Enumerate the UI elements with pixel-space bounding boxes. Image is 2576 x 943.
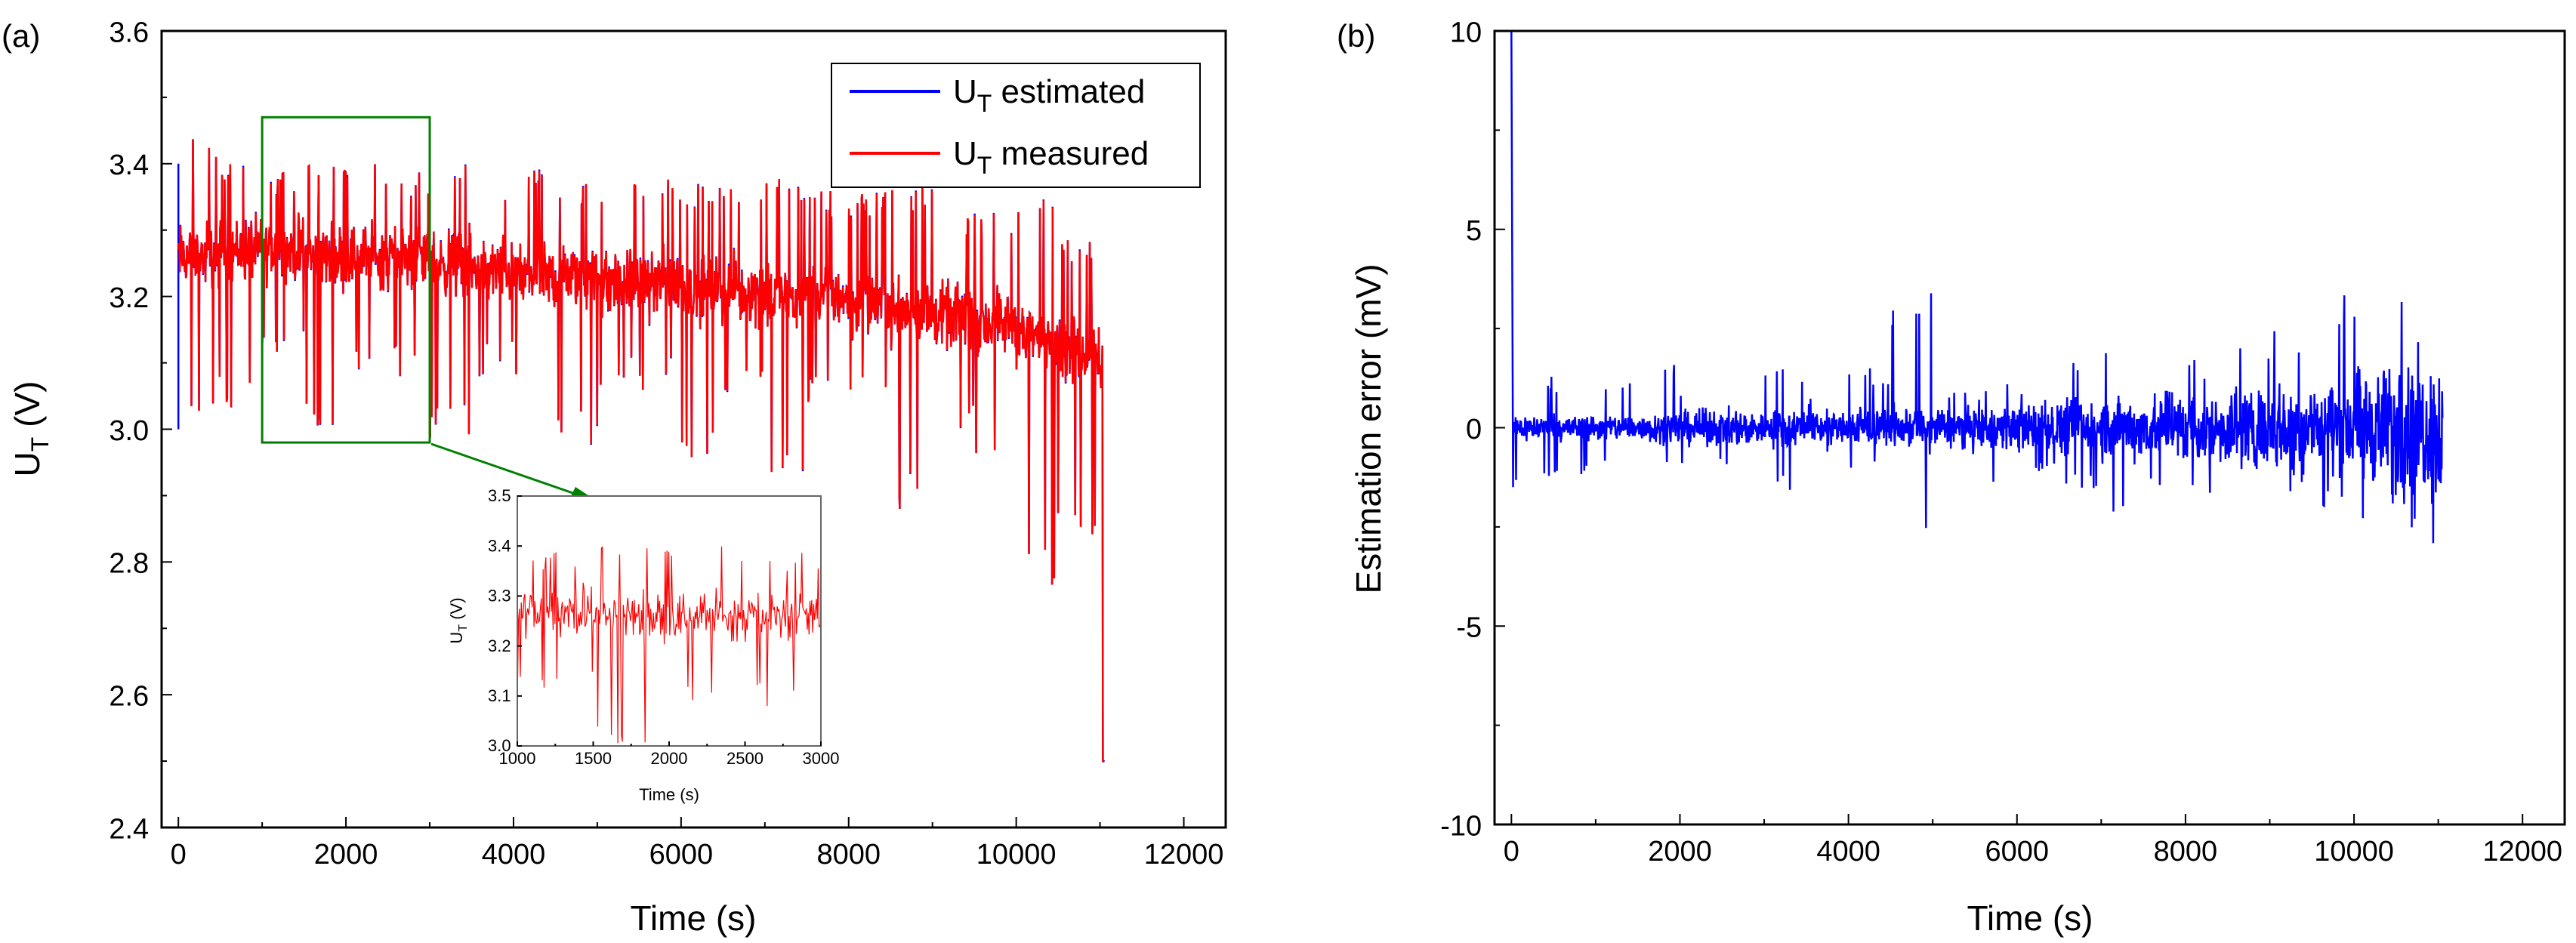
panel-a-x-tick-label: 6000: [649, 839, 714, 871]
panel-a-y-tick-label: 2.4: [109, 813, 149, 845]
panel-b-x-tick-label: 8000: [2154, 836, 2218, 867]
panel-a-y-tick-label: 2.6: [109, 681, 149, 713]
inset-y-tick-label: 3.5: [488, 486, 511, 505]
inset-x-tick-label: 2000: [651, 749, 688, 768]
inset-x-axis-title: Time (s): [639, 785, 699, 804]
panel-b-x-tick-label: 6000: [1985, 836, 2049, 867]
inset-y-tick-label: 3.2: [488, 636, 511, 655]
inset-y-tick-label: 3.0: [488, 736, 511, 755]
panel-b-plot-area: [1510, 30, 2444, 544]
panel-a-y-axis-title: UT (V): [8, 381, 54, 477]
legend-rest: estimated: [992, 73, 1145, 110]
inset-y-tick-label: 3.3: [488, 587, 511, 606]
panel-b-label: (b): [1337, 18, 1375, 54]
panel-a-x-tick-label: 4000: [482, 839, 546, 871]
inset-y-tick-label: 3.1: [488, 686, 511, 705]
inset-y-title-subscript: T: [457, 624, 470, 632]
inset-y-title-unit: (V): [447, 597, 466, 624]
legend-subscript: T: [977, 152, 992, 179]
y-title-subscript: T: [26, 437, 54, 452]
panel-b-x-tick-label: 4000: [1816, 836, 1880, 867]
panel-b-x-tick-label: 0: [1504, 836, 1519, 867]
panel-a: (a) 0 2000 4000 6000 8000 10000 12000 2.4 2.6 2.8…: [2, 17, 1227, 938]
panel-a-x-tick-label: 8000: [816, 839, 881, 871]
panel-b: (b) 0 2000 4000 6000 8000 10000 12000 -10 -5 0 5 10…: [1337, 17, 2566, 938]
legend-main: U: [953, 135, 977, 172]
legend-box: [831, 63, 1201, 188]
panel-a-y-tick-label: 3.2: [109, 282, 149, 314]
panel-b-y-tick-label: 10: [1450, 17, 1482, 48]
panel-b-x-axis-title: Time (s): [1967, 898, 2093, 938]
panel-a-x-tick-label: 2000: [314, 839, 378, 871]
zoom-arrow-line: [430, 442, 582, 498]
legend-subscript: T: [977, 90, 992, 117]
panel-a-x-axis-title: Time (s): [631, 898, 757, 938]
panel-a-y-tick-label: 2.8: [109, 548, 149, 580]
inset-x-tick-label: 1000: [499, 749, 536, 768]
zoom-box: [261, 116, 431, 444]
legend-label-estimated: UT estimated: [953, 73, 1145, 117]
series-estimation-error-line: [1510, 30, 2444, 544]
inset-chart: 1000 1500 2000 2500 3000 3.0 3.1 3.2 3.3 3.4 3.5 T…: [447, 486, 839, 804]
panel-b-y-axis-title: Estimation error (mV): [1349, 263, 1388, 593]
panel-b-x-tick-label: 2000: [1648, 836, 1712, 867]
legend: UT estimated UT measured: [831, 63, 1201, 188]
panel-b-x-tick-label: 12000: [2482, 836, 2562, 867]
inset-x-tick-label: 2500: [727, 749, 764, 768]
inset-series-ut-measured-line: [517, 546, 822, 744]
y-title-main: U: [8, 451, 47, 476]
panel-b-x-tick-label: 10000: [2314, 836, 2394, 867]
panel-a-y-tick-label: 3.0: [109, 415, 149, 447]
legend-rest: measured: [992, 135, 1149, 172]
inset-axes: 1000 1500 2000 2500 3000 3.0 3.1 3.2 3.3 3.4 3.5: [488, 486, 839, 768]
panel-a-axes: 0 2000 4000 6000 8000 10000 12000 2.4 2.6 2.8 3.0 3…: [109, 17, 1223, 871]
panel-b-y-tick-label: -10: [1440, 810, 1482, 842]
panel-b-y-tick-label: 5: [1466, 215, 1482, 247]
inset-y-tick-label: 3.4: [488, 536, 511, 555]
legend-label-measured: UT measured: [953, 135, 1149, 179]
panel-b-axes: 0 2000 4000 6000 8000 10000 12000 -10 -5 0 5 10: [1440, 17, 2562, 867]
panel-a-x-tick-label: 12000: [1144, 839, 1224, 871]
legend-main: U: [953, 73, 977, 110]
panel-b-y-tick-label: 0: [1466, 414, 1482, 445]
y-title-unit: (V): [8, 381, 47, 437]
inset-y-axis-title: UT (V): [447, 597, 470, 643]
panel-b-y-tick-label: -5: [1456, 612, 1482, 644]
panel-a-y-tick-label: 3.6: [109, 17, 149, 48]
panel-a-x-tick-label: 10000: [976, 839, 1057, 871]
panel-a-label: (a): [2, 18, 40, 54]
inset-y-title-main: U: [447, 632, 466, 644]
inset-plot-area: [517, 546, 822, 744]
series-ut-measured-line: [177, 139, 1104, 763]
panel-a-plot-area: [177, 139, 1105, 763]
inset-x-tick-label: 1500: [575, 749, 612, 768]
panel-a-x-tick-label: 0: [171, 839, 187, 871]
panel-a-y-tick-label: 3.4: [109, 149, 149, 181]
inset-x-tick-label: 3000: [803, 749, 840, 768]
